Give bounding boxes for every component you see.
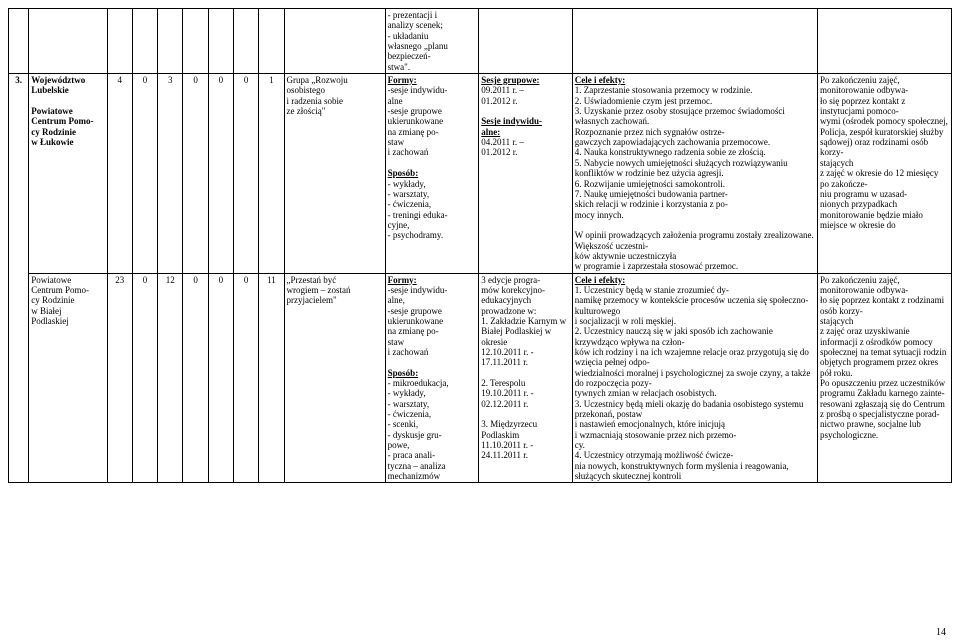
- document-table: - prezentacji i analizy scenek; - układa…: [8, 8, 952, 483]
- cell-sessions: Sesje grupowe: 09.2011 r. – 01.2012 r. S…: [479, 74, 573, 274]
- cell-c6: 0: [183, 74, 208, 274]
- cell-group: Grupa „Rozwoju osobistego i radzenia sob…: [284, 74, 385, 274]
- cell-forms: Formy: -sesje indywidu- alne -sesje grup…: [385, 74, 479, 274]
- cell-c9: 11: [259, 273, 284, 483]
- cell-c3: 23: [107, 273, 132, 483]
- cell-goals: Cele i efekty: 1. Zaprzestanie stosowani…: [572, 74, 817, 274]
- cell-c6: 0: [183, 273, 208, 483]
- cell-editions: 3 edycje progra- mów korekcyjno- edukacy…: [479, 273, 573, 483]
- table-row: Powiatowe Centrum Pomo- cy Rodzinie w Bi…: [9, 273, 952, 483]
- cell-goals: Cele i efekty: 1. Uczestnicy będą w stan…: [572, 273, 817, 483]
- cell-c8: 0: [233, 74, 258, 274]
- cell-group: „Przestań być wrogiem – zostań przyjacie…: [284, 273, 385, 483]
- cell-no: 3.: [9, 74, 29, 483]
- cell-outcome: Po zakończeniu zajęć, monitorowanie odby…: [817, 74, 951, 274]
- page-number: 14: [936, 627, 946, 638]
- cell-c9: 1: [259, 74, 284, 274]
- cell-c7: 0: [208, 74, 233, 274]
- cell-c3: 4: [107, 74, 132, 274]
- cell-c5: 12: [158, 273, 183, 483]
- cell-outcome: Po zakończeniu zajęć, monitorowanie odby…: [817, 273, 951, 483]
- table-row: - prezentacji i analizy scenek; - układa…: [9, 9, 952, 74]
- cell-c4: 0: [132, 273, 157, 483]
- table-row: 3. Województwo Lubelskie Powiatowe Centr…: [9, 74, 952, 274]
- cell-top-forms: - prezentacji i analizy scenek; - układa…: [385, 9, 479, 74]
- cell-c5: 3: [158, 74, 183, 274]
- cell-forms: Formy: -sesje indywidu- alne, -sesje gru…: [385, 273, 479, 483]
- cell-region: Powiatowe Centrum Pomo- cy Rodzinie w Bi…: [29, 273, 107, 483]
- cell-c4: 0: [132, 74, 157, 274]
- cell-region: Województwo Lubelskie Powiatowe Centrum …: [29, 74, 107, 274]
- cell-c7: 0: [208, 273, 233, 483]
- cell-c8: 0: [233, 273, 258, 483]
